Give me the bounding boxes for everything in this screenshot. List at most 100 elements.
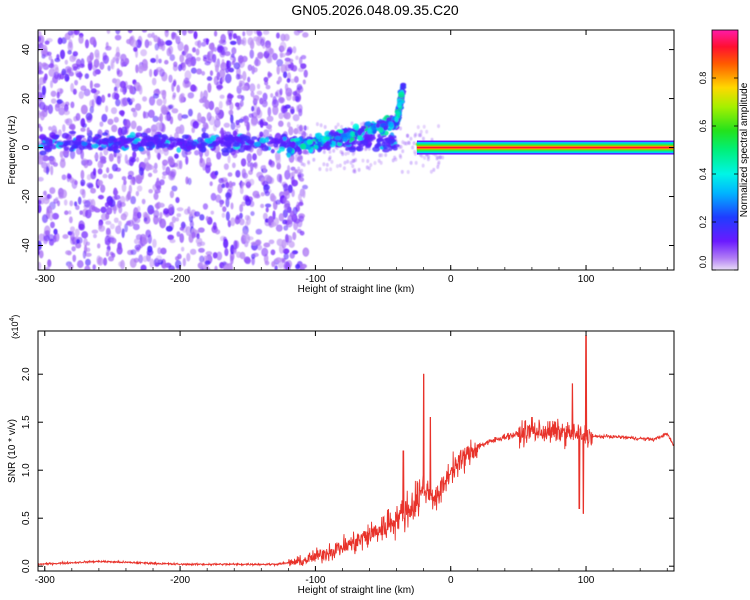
spectrogram-cell: [283, 225, 289, 231]
spectrogram-cell: [97, 194, 105, 200]
spectrogram-cell: [135, 64, 139, 74]
spectrogram-cell: [147, 245, 153, 253]
spectrogram-cell: [376, 141, 382, 146]
spectrogram-cell: [151, 32, 155, 39]
spectrogram-cell: [352, 158, 356, 163]
spectrogram-cell: [276, 32, 280, 39]
spectrogram-cell: [97, 160, 104, 169]
spectrogram-cell: [93, 83, 101, 88]
spectrogram-cell: [232, 33, 238, 39]
spectrogram-cell: [82, 250, 87, 259]
spectrogram-cell: [181, 61, 187, 71]
spectrogram-cell: [95, 52, 100, 61]
snr-x-tick-label: -300: [35, 575, 55, 586]
spectrogram-frame: [37, 29, 675, 271]
spectrogram-cell: [298, 215, 305, 222]
spectrogram-cell: [413, 133, 417, 138]
spectrogram-cell: [185, 226, 192, 237]
spectrogram-cell: [41, 44, 48, 55]
spectrogram-cell: [315, 122, 319, 127]
spectrogram-cell: [92, 136, 99, 143]
spectrogram-cell: [238, 118, 244, 123]
spectrogram-cell: [118, 205, 123, 214]
spectrogram-cell: [84, 209, 92, 219]
spectrogram-cell: [224, 248, 229, 257]
spectrogram-cell: [275, 154, 281, 165]
spectrogram-cell: [102, 173, 108, 179]
spectrogram-cell: [438, 155, 442, 160]
spectrogram-cell: [338, 163, 342, 168]
spectrogram-cell: [48, 211, 54, 221]
spectrogram-cell: [191, 140, 198, 147]
spectrogram-cell: [236, 138, 242, 143]
spectrogram-cell: [130, 177, 135, 186]
spectrogram-cell: [78, 223, 85, 231]
spectrogram-cell: [332, 148, 336, 153]
spectrogram-cell: [107, 139, 113, 144]
spectrogram-cell: [239, 100, 244, 107]
spectrogram-cell: [121, 228, 125, 239]
spectrogram-cell: [287, 165, 291, 173]
spectrogram-cell: [69, 54, 76, 63]
spectrogram-cell: [202, 146, 207, 153]
spectrogram-cell: [264, 218, 269, 223]
spectrogram-cell: [411, 145, 415, 150]
spectrogram-cell: [259, 97, 264, 105]
spectrogram-cell: [323, 136, 330, 141]
spectrogram-cell: [294, 146, 302, 153]
spectrogram-cell: [362, 139, 369, 146]
spectrogram-cell: [278, 244, 285, 254]
spectrogram-cell: [286, 121, 291, 128]
spectrogram-cell: [216, 251, 223, 261]
spectrogram-cell: [63, 103, 69, 112]
spectrogram-cell: [187, 206, 191, 214]
spectrogram-cell: [115, 30, 121, 35]
spectrogram-cell: [86, 127, 90, 134]
spectrogram-cell: [58, 107, 65, 116]
spectrogram-cell: [121, 97, 129, 107]
spectrogram-cell: [283, 33, 290, 42]
spectrogram-cell: [80, 169, 85, 180]
spectrogram-cell: [187, 177, 192, 186]
spectrogram-cell: [167, 234, 174, 241]
spectrogram-cell: [419, 133, 423, 138]
spectrogram-cell: [118, 110, 125, 116]
spectrogram-cell: [69, 200, 74, 207]
spectrogram-cell: [74, 228, 80, 237]
spectrogram-cell: [222, 206, 227, 213]
spectrogram-cell: [348, 147, 356, 153]
spectrogram-cell: [107, 65, 111, 72]
spectrogram-cell: [140, 264, 147, 270]
spectrogram-cell: [223, 122, 231, 128]
snr-series-line: [38, 335, 674, 568]
spectrogram-cell: [97, 179, 103, 187]
spectrogram-cell: [147, 172, 153, 178]
spectrogram-cell: [270, 93, 274, 98]
spectrogram-cell: [61, 37, 67, 44]
spectrogram-cell: [61, 174, 67, 181]
spectrogram-cell: [188, 108, 193, 117]
spectrogram-cell: [60, 157, 66, 162]
spectrogram-cell: [108, 255, 115, 262]
spectrogram-cell: [300, 263, 307, 269]
spectrogram-cell: [57, 37, 63, 45]
spectrogram-cell: [350, 121, 354, 126]
spectrogram-cell: [395, 111, 401, 117]
spectrogram-cell: [399, 155, 403, 160]
spectrogram-cell: [99, 61, 105, 70]
spectrogram-cell: [168, 104, 174, 109]
spectrogram-cell: [152, 168, 158, 174]
spectrogram-cell: [171, 185, 178, 192]
spectrogram-cell: [72, 51, 78, 57]
spectrogram-cell: [110, 237, 117, 244]
spectrogram-cell: [38, 261, 42, 270]
spectrogram-cell: [346, 151, 350, 156]
spectrogram-cell: [153, 162, 158, 170]
spectrogram-cell: [351, 164, 355, 169]
spectrogram-cell: [394, 116, 399, 123]
spectrogram-cell: [252, 67, 258, 73]
spectrogram-cell: [162, 159, 169, 166]
spectrogram-cell: [43, 190, 47, 196]
spectrogram-cell: [85, 252, 92, 257]
